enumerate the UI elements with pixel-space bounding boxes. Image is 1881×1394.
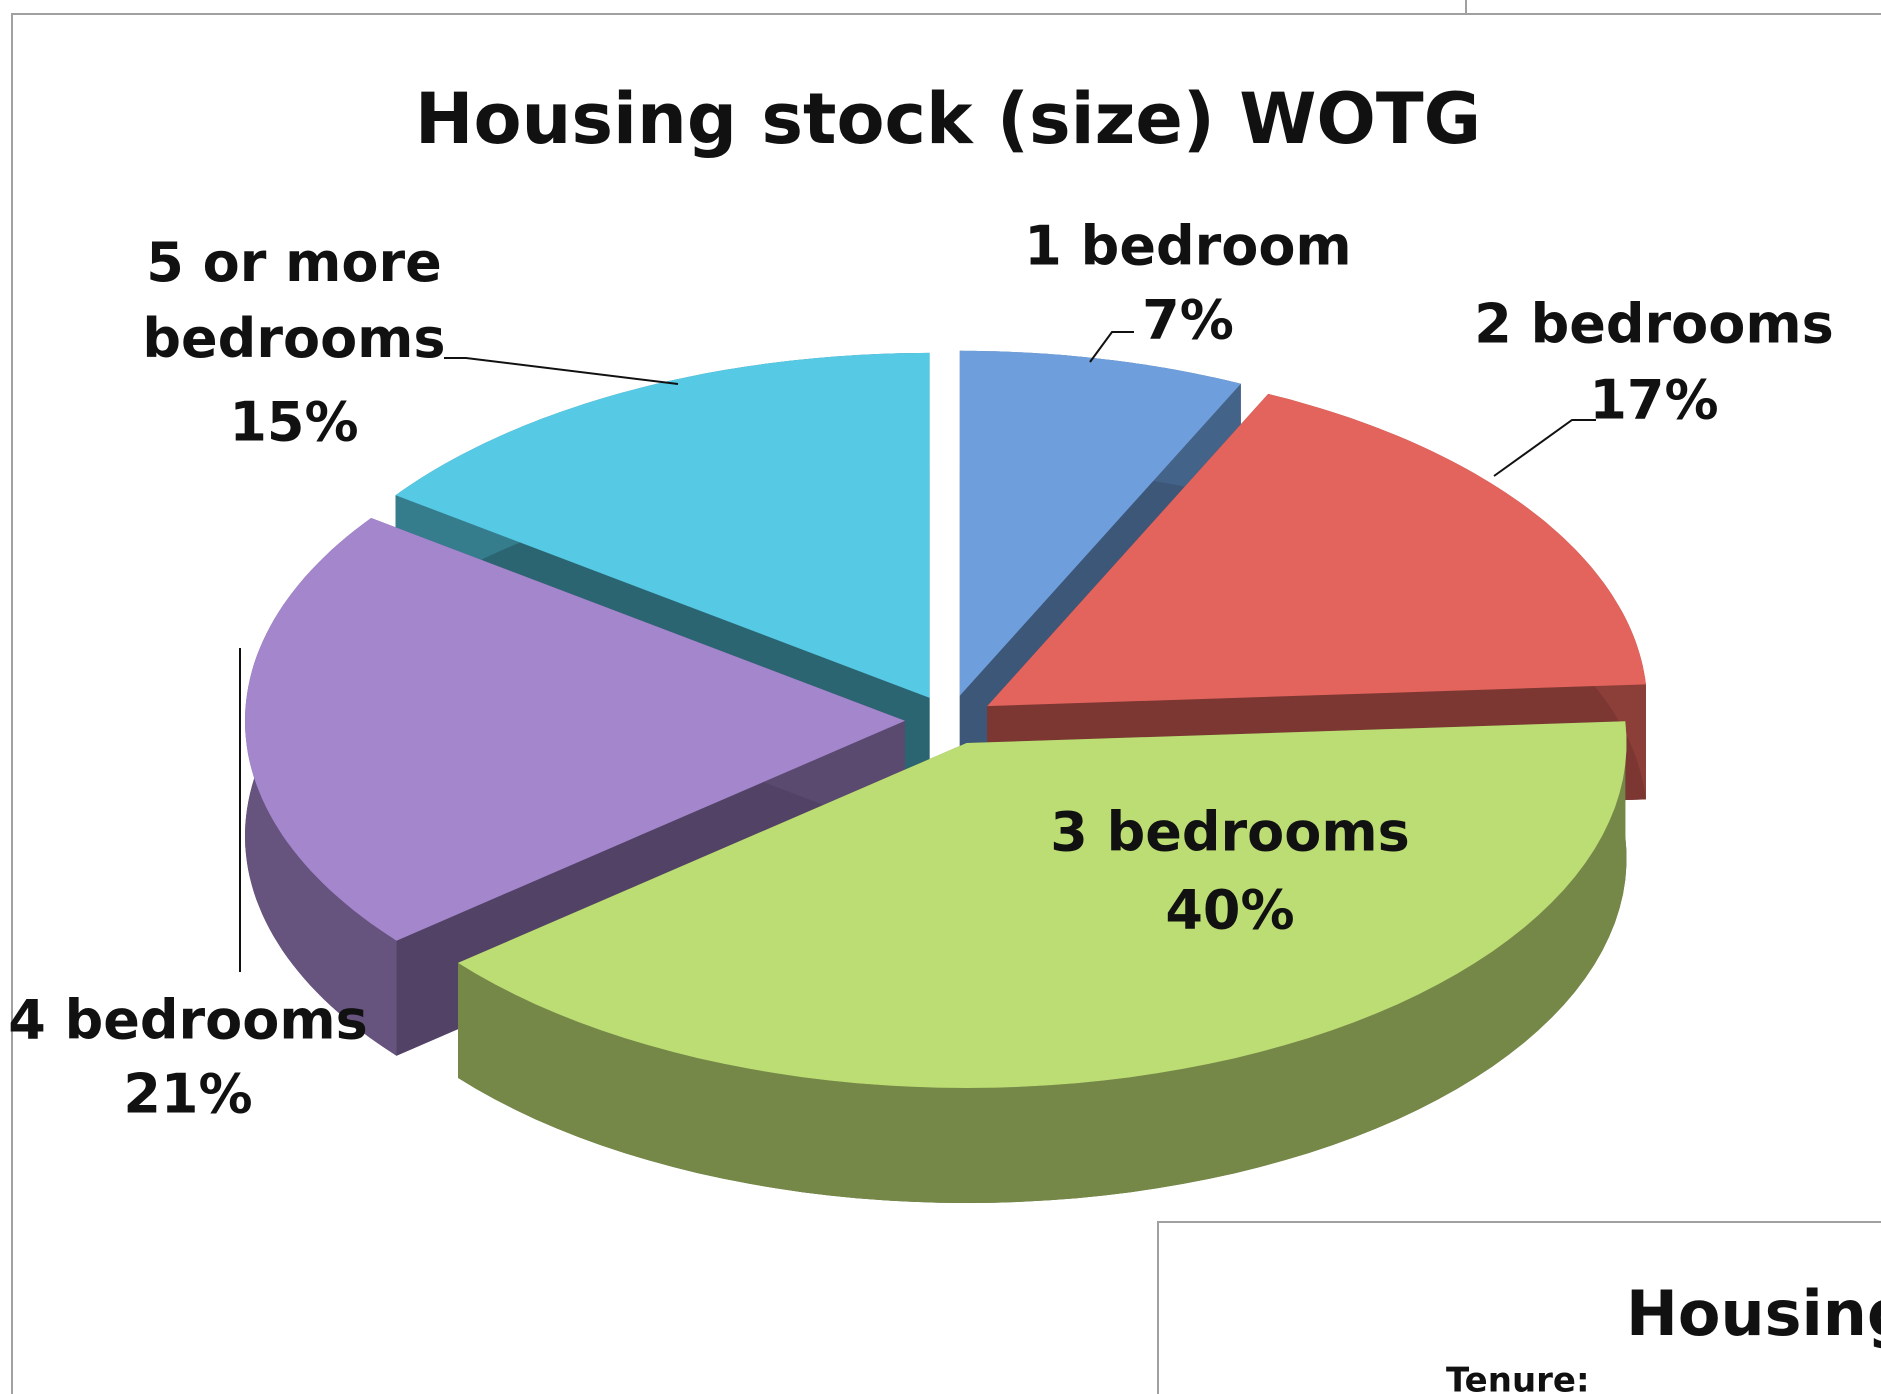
value-label: 17% xyxy=(1589,369,1718,432)
category-label: 1 bedroom xyxy=(1024,215,1351,278)
chart-frame xyxy=(11,13,1881,1394)
label-line: 5 or more xyxy=(146,231,442,294)
labels: 1 bedroom 7% 2 bedrooms 17% 3 bedrooms 40% 4 b… xyxy=(8,215,1834,1126)
chart-title: Housing stock (size) WOTG xyxy=(415,78,1481,160)
slice xyxy=(395,352,930,698)
second-chart-label: Tenure: xyxy=(1446,1361,1590,1394)
slice xyxy=(987,393,1646,707)
leader-line xyxy=(1493,419,1596,477)
category-label: 4 bedrooms xyxy=(8,989,368,1052)
second-chart-frame xyxy=(1157,1221,1881,1394)
value-label: 7% xyxy=(1142,289,1234,352)
value-label: 15% xyxy=(229,391,358,454)
category-label: 5 or more bedrooms xyxy=(142,231,445,370)
slice xyxy=(245,518,906,941)
second-chart-title: Housing xyxy=(1626,1277,1881,1350)
slice xyxy=(458,721,1627,1088)
label-line: bedrooms xyxy=(142,307,445,370)
slice xyxy=(959,350,1241,696)
category-label: 2 bedrooms xyxy=(1474,293,1834,356)
leader-line xyxy=(1089,331,1134,363)
category-label: 3 bedrooms xyxy=(1050,801,1410,864)
leader-line xyxy=(444,357,679,385)
value-label: 40% xyxy=(1165,879,1294,942)
pie xyxy=(245,350,1646,1203)
slice-side xyxy=(458,721,1627,1203)
value-label: 21% xyxy=(123,1063,252,1126)
